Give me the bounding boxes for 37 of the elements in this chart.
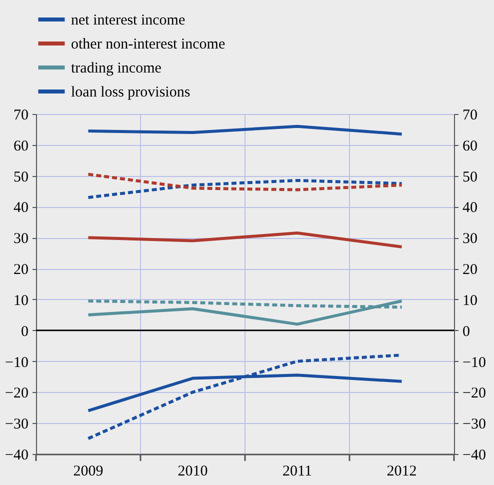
legend-label: loan loss provisions xyxy=(71,84,190,100)
x-tick-label: 2011 xyxy=(282,464,312,480)
legend-label: other non-interest income xyxy=(71,36,226,52)
y2-tick-label: 0 xyxy=(462,324,470,340)
y2-tick-label: −20 xyxy=(462,386,486,402)
y2-tick-label: 50 xyxy=(462,169,478,186)
y2-tick-label: 20 xyxy=(462,262,478,278)
y-tick-label: 70 xyxy=(14,108,28,124)
y2-tick-label: 40 xyxy=(462,200,478,216)
y-tick-label: 20 xyxy=(14,262,28,278)
y2-tick-label: 30 xyxy=(462,231,478,248)
y-tick-label: 40 xyxy=(14,200,28,216)
y2-tick-label: −10 xyxy=(462,354,486,371)
x-tick-label: 2012 xyxy=(386,464,417,480)
y2-tick-label: 70 xyxy=(462,108,478,124)
y-tick-label: −20 xyxy=(5,386,28,402)
y-tick-label: 60 xyxy=(14,138,28,154)
y-tick-label: 10 xyxy=(14,292,28,309)
x-tick-label: 2009 xyxy=(73,464,104,480)
y-tick-label: 30 xyxy=(14,231,28,248)
y-tick-label: −30 xyxy=(5,416,28,433)
y-tick-label: 0 xyxy=(21,324,28,340)
legend-label: trading income xyxy=(71,60,162,76)
y2-tick-label: 60 xyxy=(462,138,478,154)
line-series xyxy=(86,300,404,326)
y-tick-label: 50 xyxy=(14,169,28,186)
y2-tick-label: −40 xyxy=(462,448,486,464)
line-series xyxy=(86,232,404,248)
y-tick-label: −40 xyxy=(5,448,28,464)
y2-tick-label: −30 xyxy=(462,416,486,433)
x-tick-label: 2010 xyxy=(178,464,208,480)
legend-label: net interest income xyxy=(71,12,186,28)
y-tick-label: −10 xyxy=(5,354,28,371)
line-series xyxy=(86,172,404,192)
line-series xyxy=(86,178,404,199)
line-series xyxy=(86,124,404,136)
y2-tick-label: 10 xyxy=(462,292,478,309)
